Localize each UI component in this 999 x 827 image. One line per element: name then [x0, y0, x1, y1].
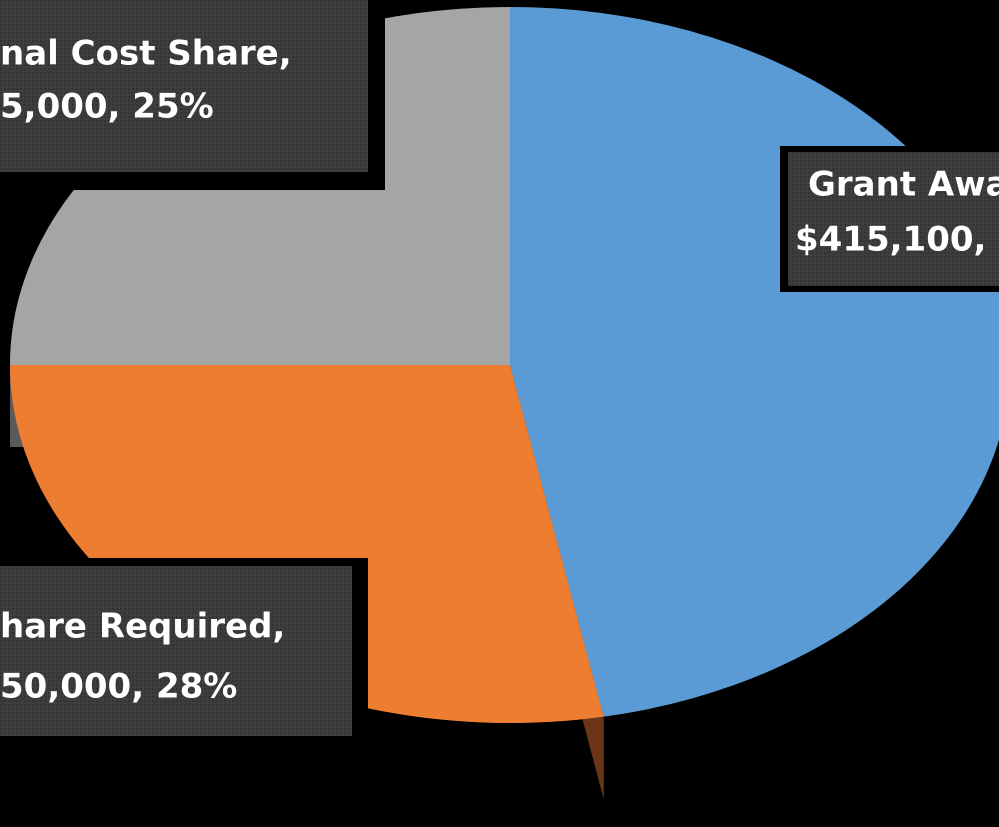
data-label: 50,000, 28%	[0, 667, 237, 707]
data-label: 5,000, 25%	[0, 87, 214, 127]
data-label: hare Required,	[0, 607, 285, 647]
label-box: Grant Awa $415,100,	[780, 146, 999, 292]
pie	[10, 7, 999, 805]
data-label: nal Cost Share,	[0, 34, 292, 74]
label-box: nal Cost Share, 5,000, 25%	[0, 0, 385, 190]
label-box: hare Required, 50,000, 28%	[0, 558, 368, 744]
pie-slice	[10, 365, 604, 723]
data-label: $415,100,	[795, 220, 986, 260]
data-label: Grant Awa	[808, 165, 999, 205]
